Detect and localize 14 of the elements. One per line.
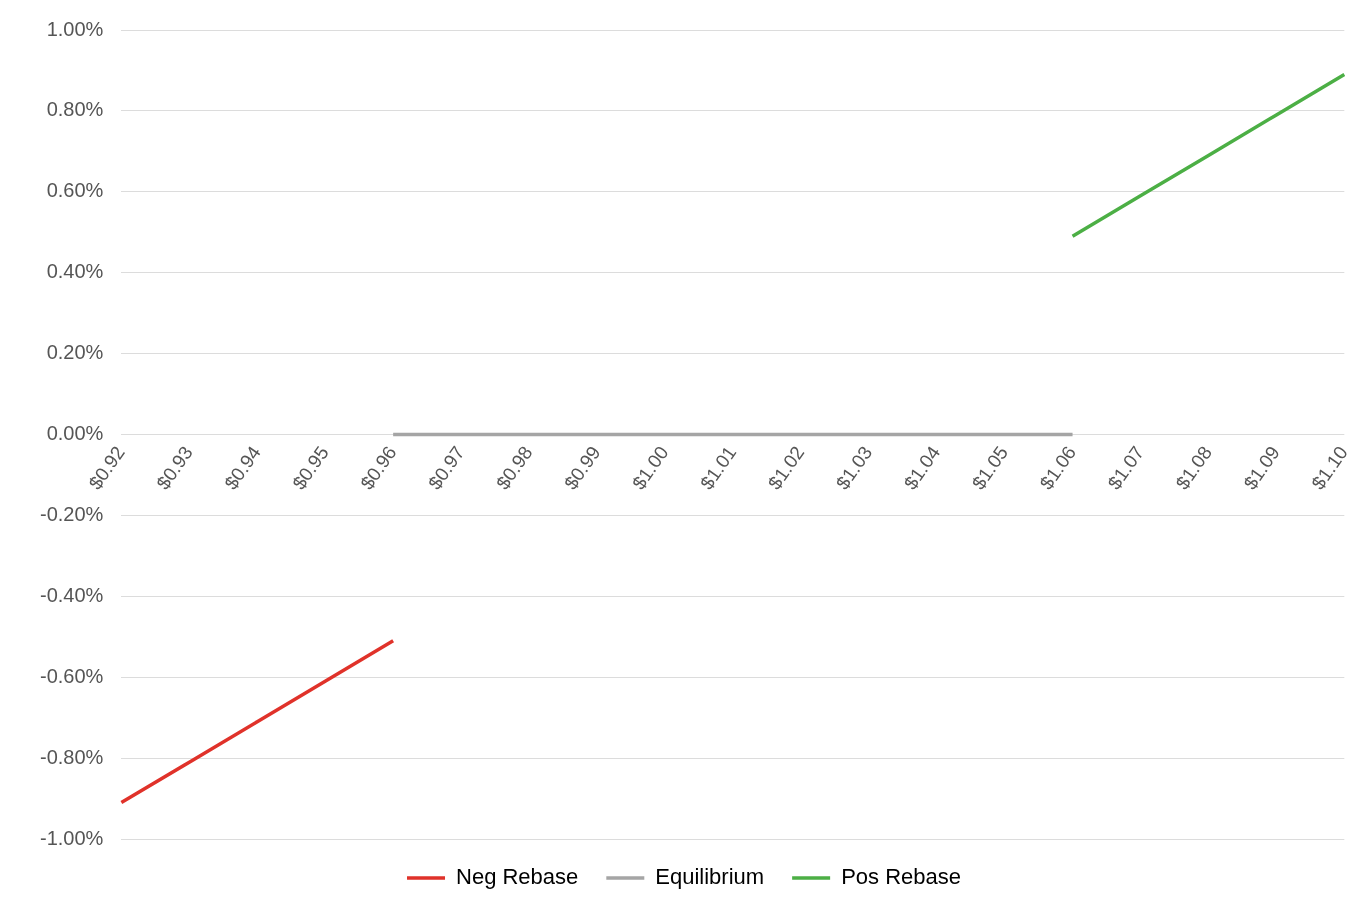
legend-label: Pos Rebase: [841, 864, 961, 890]
y-tick-label: -0.20%: [39, 502, 104, 525]
y-tick-label: 0.00%: [46, 422, 104, 445]
legend-label: Equilibrium: [655, 864, 765, 890]
y-tick-label: -0.40%: [39, 583, 104, 606]
y-tick-label: 0.20%: [46, 341, 104, 364]
y-tick-label: 0.80%: [46, 98, 104, 121]
y-tick-label: 0.60%: [46, 179, 104, 202]
legend-label: Neg Rebase: [456, 864, 579, 890]
y-tick-label: -0.80%: [39, 745, 104, 768]
y-tick-label: 1.00%: [46, 17, 104, 40]
y-tick-label: -0.60%: [39, 664, 104, 687]
y-tick-label: 0.40%: [46, 260, 104, 283]
y-tick-label: -1.00%: [39, 826, 104, 849]
